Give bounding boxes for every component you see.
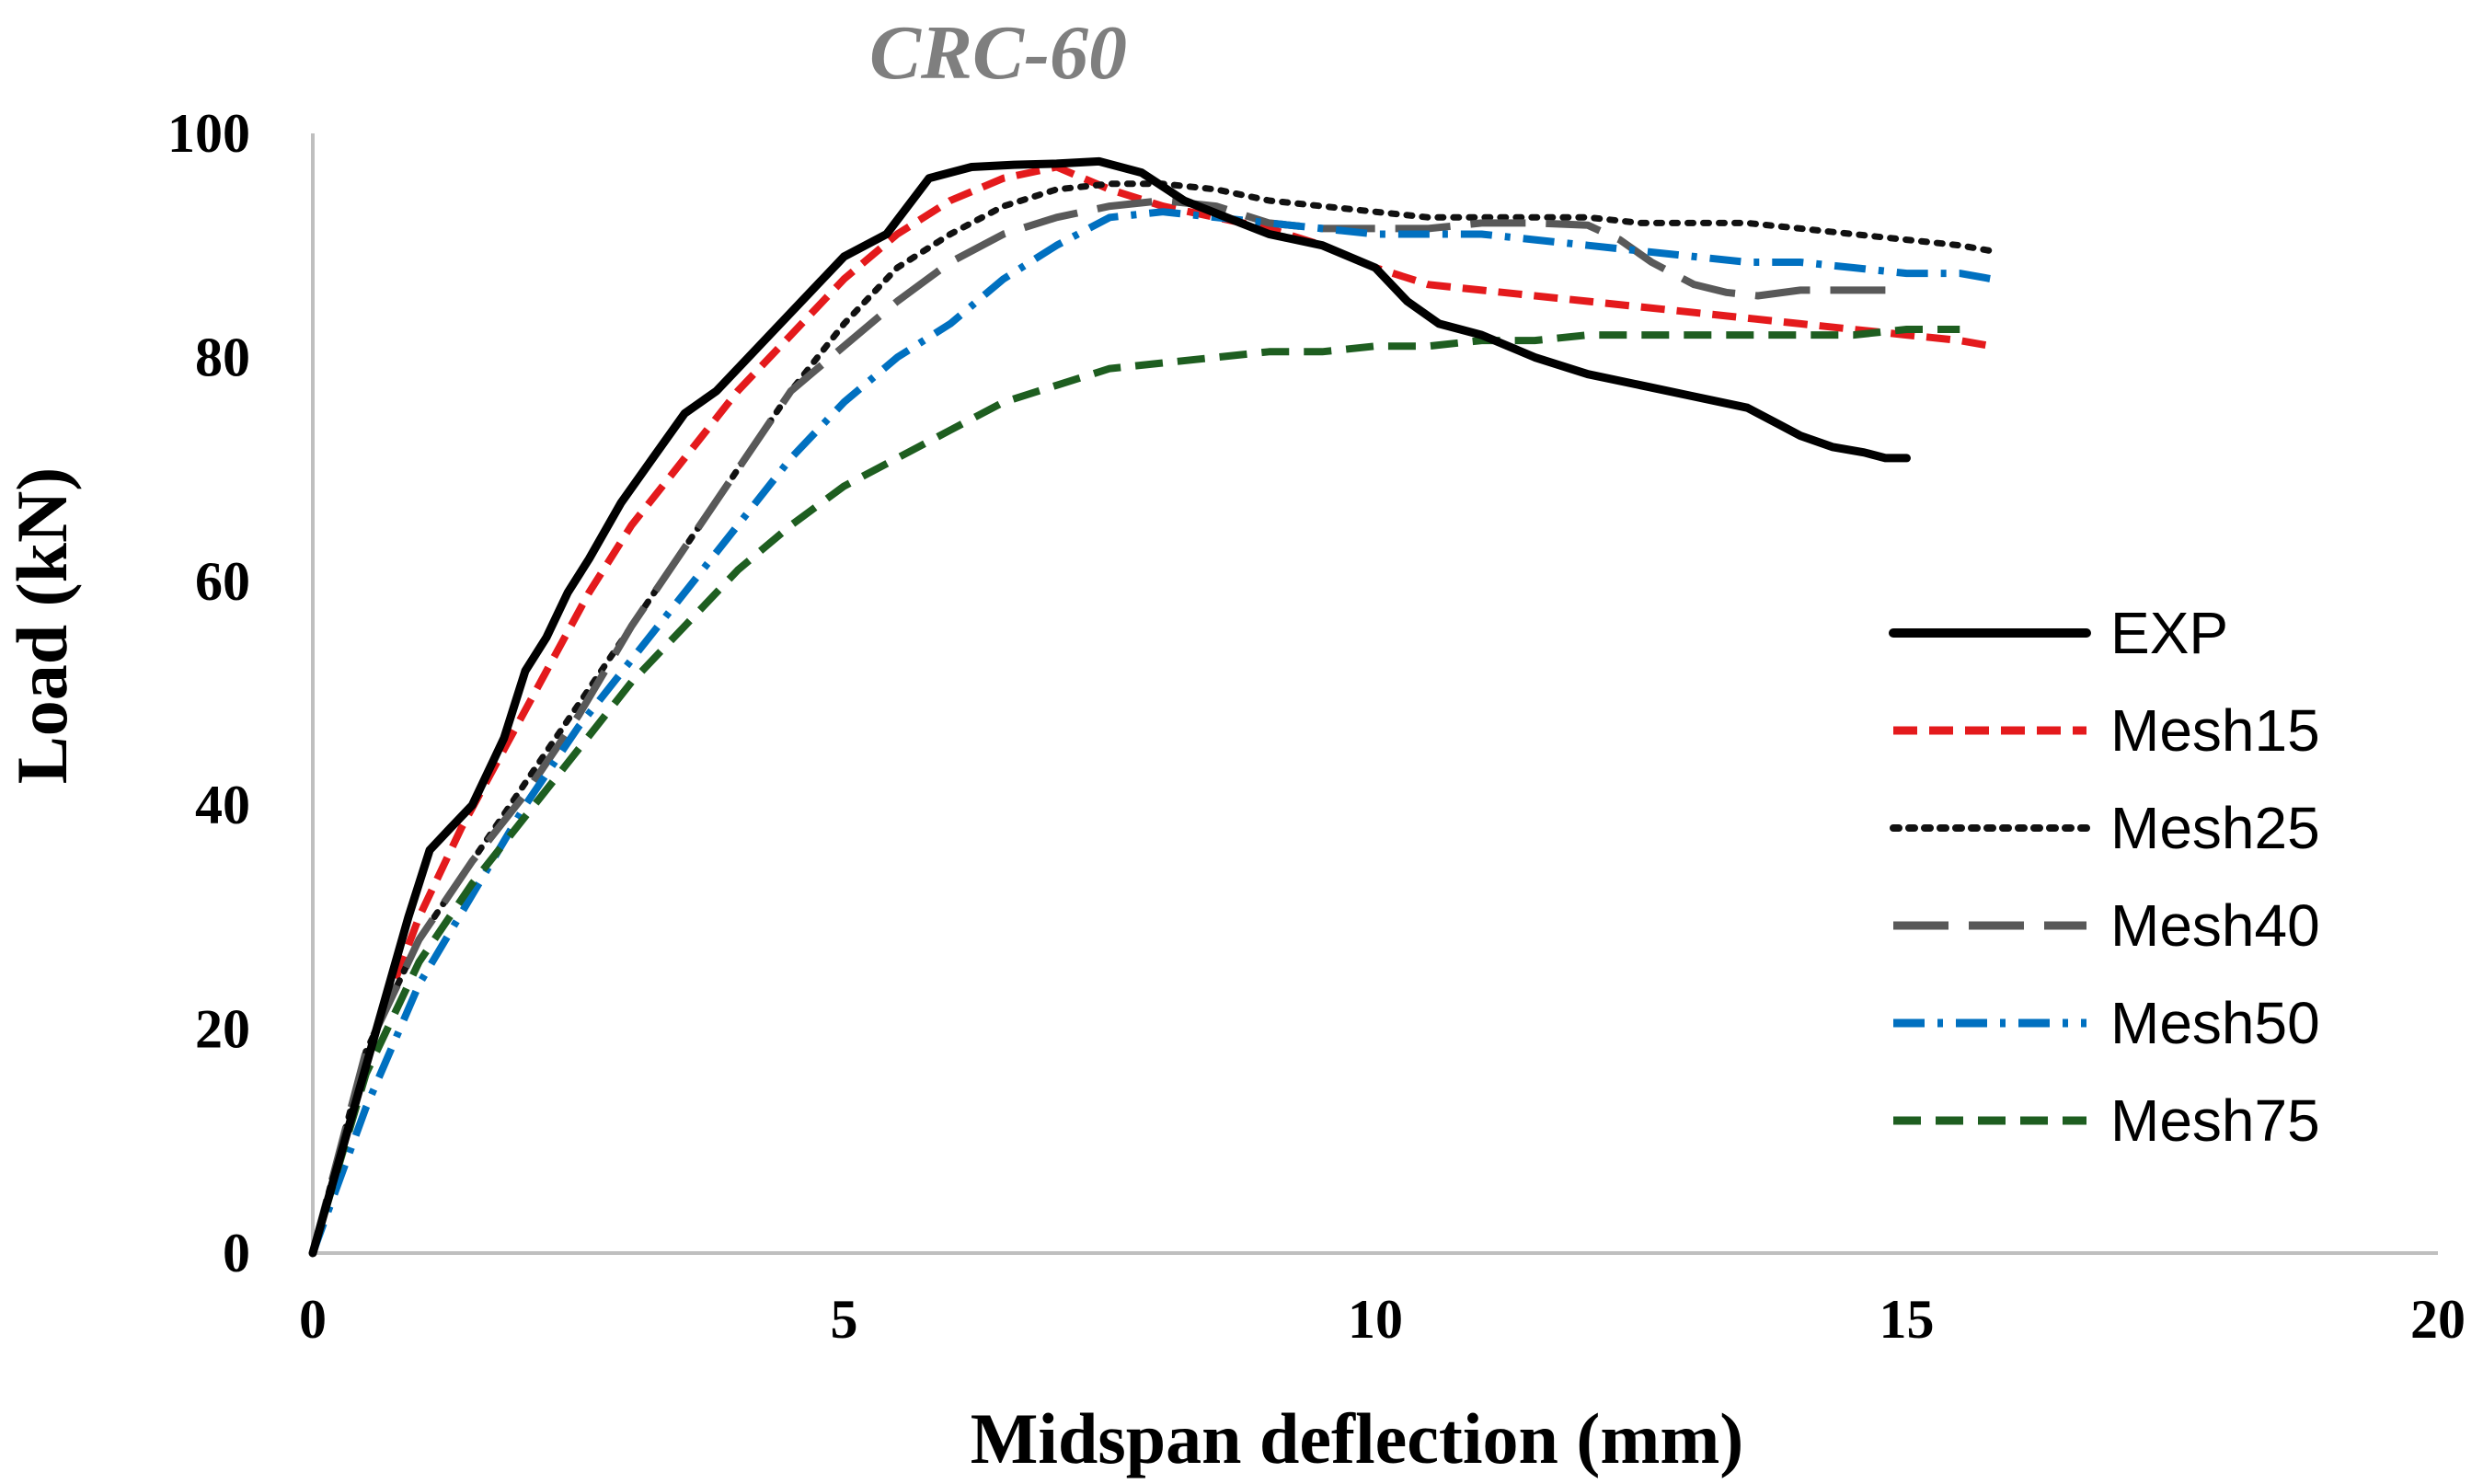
legend-label-mesh25: Mesh25 (2110, 795, 2320, 861)
x-tick-label: 15 (1879, 1289, 1935, 1350)
x-tick-label: 20 (2410, 1289, 2466, 1350)
axes (311, 133, 2438, 1255)
y-tick-label: 20 (195, 999, 250, 1060)
series-line-mesh40 (309, 197, 1886, 1255)
tick-labels: 0 5 10 15 20 0 20 40 60 80 100 (167, 103, 2466, 1350)
y-tick-label: 80 (195, 327, 250, 387)
chart-title: CRC-60 (869, 10, 1127, 96)
y-tick-label: 40 (195, 775, 250, 835)
series-line-exp (308, 156, 1911, 1258)
legend-label-mesh15: Mesh15 (2110, 697, 2320, 764)
x-tick-label: 5 (831, 1289, 858, 1350)
legend-label-mesh50: Mesh50 (2110, 990, 2320, 1056)
series-line-mesh50 (309, 208, 1993, 1255)
y-tick-label: 60 (195, 551, 250, 612)
y-tick-label: 0 (223, 1223, 250, 1283)
legend-label-mesh75: Mesh75 (2110, 1087, 2320, 1154)
x-tick-label: 0 (299, 1289, 327, 1350)
series-line-mesh75 (309, 326, 1960, 1255)
legend: EXP Mesh15 Mesh25 Mesh40 Mesh50 Mesh75 (1889, 600, 2320, 1154)
y-tick-label: 100 (167, 103, 250, 164)
legend-label-mesh40: Mesh40 (2110, 892, 2320, 959)
x-tick-label: 10 (1348, 1289, 1403, 1350)
y-axis-label: Load (kN) (2, 467, 82, 785)
x-axis-label: Midspan deflection (mm) (971, 1398, 1744, 1478)
legend-label-exp: EXP (2110, 600, 2228, 666)
series-lines (308, 156, 1995, 1258)
